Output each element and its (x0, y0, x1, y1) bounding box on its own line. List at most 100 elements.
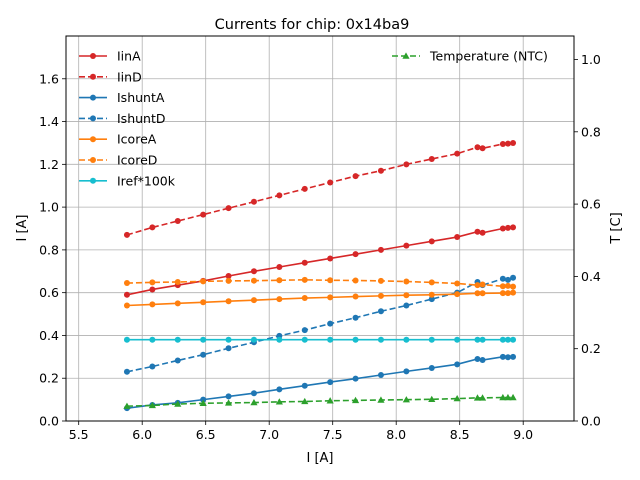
data-point-iind (428, 155, 435, 162)
data-point-iina (479, 229, 486, 236)
data-point-iind (301, 185, 308, 192)
data-point-temperature-ntc (224, 399, 233, 406)
data-point-ishuntd (174, 357, 181, 364)
data-point-icorea (403, 292, 410, 299)
data-point-temperature-ntc (428, 395, 436, 403)
data-point-iind (352, 173, 359, 180)
data-point-temperature-ntc (478, 394, 487, 401)
plot-area (123, 139, 517, 412)
data-point-icored (454, 280, 461, 287)
x-tick-label: 8.5 (450, 427, 470, 442)
legend-marker (402, 52, 410, 59)
data-point-iref-100k (428, 336, 435, 343)
data-point-ishunta (200, 396, 207, 403)
data-point-iina (499, 225, 506, 232)
data-point-ishuntd (428, 296, 435, 303)
x-tick-label: 7.5 (323, 427, 343, 442)
data-point-ishunta (352, 375, 359, 382)
data-point-ishuntd (149, 363, 156, 370)
x-axis-label: I [A] (306, 451, 333, 466)
data-point-iind (327, 179, 334, 186)
legend-marker (90, 157, 96, 163)
data-point-temperature-ntc (402, 396, 410, 403)
data-point-ishuntd (200, 351, 207, 358)
series-ishunta (123, 353, 517, 412)
data-point-iref-100k (276, 336, 283, 343)
data-point-iref-100k (454, 336, 461, 343)
data-point-iina (510, 224, 517, 231)
data-point-icored (474, 282, 481, 289)
series-ishuntd (123, 274, 517, 375)
legend-item-iind: IinD (79, 69, 142, 84)
data-point-iref-100k (504, 336, 511, 343)
data-point-iina (149, 286, 156, 293)
data-point-ishunta (225, 393, 232, 400)
legend-marker (90, 53, 96, 59)
data-point-iina (474, 228, 481, 235)
legend-item-ishunta: IshuntA (79, 90, 165, 105)
series-iref-100k (123, 336, 517, 343)
data-point-iref-100k (499, 336, 506, 343)
data-point-icorea (250, 297, 257, 304)
legend-marker (90, 115, 96, 122)
data-point-iref-100k (327, 336, 334, 343)
y-tick-label: 1.0 (39, 200, 59, 215)
x-tick-label: 8.0 (386, 427, 406, 442)
y-tick-label: 0.4 (39, 328, 59, 343)
series-icorea (123, 289, 517, 309)
y2-tick-label: 0.0 (581, 414, 601, 429)
data-point-icorea (174, 300, 181, 307)
y2-tick-label: 1.0 (581, 52, 601, 67)
data-point-icorea (454, 291, 461, 298)
data-point-icored (510, 283, 517, 290)
data-point-iina (504, 224, 511, 231)
data-point-ishuntd (352, 314, 359, 321)
data-point-iina (276, 264, 283, 270)
y-tick-label: 0.0 (39, 414, 59, 429)
data-point-ishunta (474, 355, 481, 362)
data-point-ishuntd (327, 320, 334, 327)
y-tick-label: 1.6 (39, 71, 59, 86)
data-point-iina (377, 246, 384, 253)
data-point-icored (428, 279, 435, 286)
data-point-iref-100k (479, 336, 486, 343)
data-point-iind (454, 150, 461, 157)
legend-label: Iref*100k (117, 173, 176, 188)
legend-marker (90, 177, 96, 184)
data-point-ishuntd (377, 308, 384, 315)
data-point-icored (276, 277, 283, 284)
data-point-iref-100k (377, 336, 384, 343)
legend-label: IshuntD (117, 111, 166, 126)
data-point-temperature-ntc (250, 398, 258, 406)
chart-title: Currents for chip: 0x14ba9 (215, 17, 410, 33)
legend-label: IcoreD (117, 153, 157, 168)
data-point-iref-100k (149, 336, 156, 343)
data-point-iind (499, 141, 506, 148)
data-point-iina (250, 268, 257, 275)
data-point-iref-100k (301, 336, 308, 343)
x-tick-label: 5.5 (69, 427, 89, 442)
data-point-ishuntd (510, 274, 517, 281)
data-point-temperature-ntc (275, 398, 283, 405)
y2-tick-label: 0.8 (581, 124, 601, 139)
y2-axis-label: T [C] (609, 212, 624, 244)
data-point-iina (428, 238, 435, 245)
data-point-iina (454, 234, 461, 241)
series-iina (123, 224, 517, 298)
y-axis-label: I [A] (15, 214, 30, 241)
data-point-iind (123, 231, 130, 238)
x-axis: 5.5 6.0 6.5 7.0 7.5 8.0 8.5 9.0 (69, 421, 533, 442)
data-point-icorea (377, 292, 384, 299)
legend-marker (90, 73, 96, 80)
data-point-ishunta (428, 364, 435, 371)
data-point-ishunta (250, 390, 257, 397)
data-point-iina (327, 255, 334, 262)
legend-marker (90, 136, 96, 143)
legend-item-iina: IinA (79, 49, 141, 64)
y-tick-label: 1.4 (39, 114, 59, 129)
data-point-temperature-ntc (509, 393, 517, 401)
data-point-icored (174, 278, 181, 285)
data-point-iina (123, 291, 130, 298)
data-point-iind (276, 192, 283, 199)
data-point-iind (479, 145, 486, 152)
